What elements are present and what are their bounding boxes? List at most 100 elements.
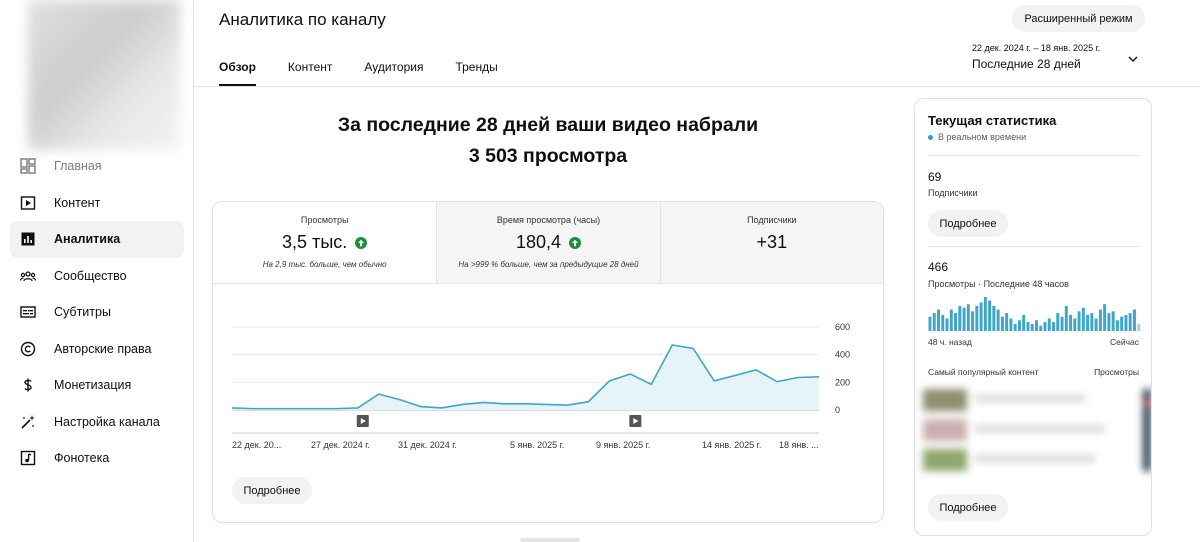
play-icon xyxy=(360,418,366,424)
metric-views[interactable]: Просмотры 3,5 тыс. На 2,9 тыс. больше, ч… xyxy=(213,202,437,283)
views-chart[interactable]: 600 400 200 0 22 дек. 20... 27 дек. 2024 г. 31… xyxy=(213,302,884,462)
x-tick-label: 27 дек. 2024 г. xyxy=(311,440,370,450)
realtime-card: Текущая статистика В реальном времени 69… xyxy=(914,98,1152,536)
divider xyxy=(928,155,1139,156)
realtime-bar xyxy=(937,309,940,331)
subtitles-icon xyxy=(19,303,37,321)
realtime-bar xyxy=(1124,314,1128,331)
views-area xyxy=(232,344,819,410)
sidebar-item-analytics[interactable]: Аналитика xyxy=(10,221,184,258)
overview-card: Просмотры 3,5 тыс. На 2,9 тыс. больше, ч… xyxy=(212,201,884,523)
date-range-text[interactable]: 22 дек. 2024 г. – 18 янв. 2025 г. xyxy=(972,43,1101,53)
x-tick-label: 31 дек. 2024 г. xyxy=(398,440,457,450)
sidebar-item-copyright[interactable]: Авторские права xyxy=(10,331,184,368)
x-tick-label: 9 янв. 2025 г. xyxy=(596,440,650,450)
realtime-bar xyxy=(1060,316,1064,331)
sidebar-item-label: Субтитры xyxy=(54,305,111,320)
sidebar-item-subtitles[interactable]: Субтитры xyxy=(10,294,184,331)
see-more-button[interactable]: Подробнее xyxy=(232,477,312,504)
sidebar-item-monetization[interactable]: Монетизация xyxy=(10,367,184,404)
page-title: Аналитика по каналу xyxy=(219,10,386,29)
sidebar-item-dashboard[interactable]: Главная xyxy=(10,148,184,185)
views-line xyxy=(231,344,820,410)
x-tick-label: 14 янв. 2025 г. xyxy=(702,440,761,450)
monetization-icon xyxy=(19,376,37,394)
chevron-down-icon[interactable] xyxy=(1126,52,1140,66)
date-period-label[interactable]: Последние 28 дней xyxy=(972,57,1081,71)
realtime-more-button[interactable]: Подробнее xyxy=(928,210,1008,237)
sidebar-item-label: Главная xyxy=(54,159,102,174)
metric-title: Время просмотра (часы) xyxy=(496,215,601,225)
realtime-bar xyxy=(1094,318,1098,331)
metric-value: 180,4 xyxy=(516,232,582,253)
realtime-bar xyxy=(928,316,932,331)
headline-text: За последние 28 дней ваши видео набрали xyxy=(337,114,759,136)
realtime-bar xyxy=(1009,318,1013,331)
headline-views: 3 503 просмотра xyxy=(468,145,628,167)
dashboard-icon xyxy=(19,157,37,175)
realtime-bar xyxy=(1090,313,1094,331)
realtime-bar xyxy=(1035,320,1038,331)
live-dot-icon xyxy=(928,134,933,140)
realtime-bar xyxy=(1030,323,1034,331)
scroll-hint xyxy=(520,538,580,542)
realtime-bar xyxy=(1013,323,1017,331)
community-icon xyxy=(19,267,37,285)
realtime-live-indicator: В реальном времени xyxy=(928,132,1026,142)
realtime-bar xyxy=(1077,311,1081,331)
sidebar-item-label: Сообщество xyxy=(54,268,127,283)
realtime-bar xyxy=(1026,322,1030,331)
realtime-bar xyxy=(1000,316,1004,331)
tab-bar: Обзор Контент Аудитория Тренды xyxy=(219,48,530,86)
realtime-bar xyxy=(1107,313,1111,331)
realtime-bar xyxy=(945,318,949,331)
realtime-bar xyxy=(1098,309,1102,331)
realtime-bar xyxy=(1022,314,1026,331)
sidebar-item-customization[interactable]: Настройка канала xyxy=(10,404,184,441)
sidebar-item-content[interactable]: Контент xyxy=(10,185,184,222)
realtime-bar-chart[interactable] xyxy=(928,295,1141,331)
x-tick-label: 18 янв. ... xyxy=(779,440,819,450)
realtime-bar xyxy=(1128,313,1132,331)
realtime-bar xyxy=(1137,323,1141,331)
realtime-bar xyxy=(966,304,970,331)
sidebar-item-label: Монетизация xyxy=(54,378,132,393)
metric-subscribers[interactable]: Подписчики +31 xyxy=(659,202,883,283)
realtime-bar xyxy=(996,309,1000,331)
realtime-bar xyxy=(1103,304,1107,331)
tab-audience[interactable]: Аудитория xyxy=(364,60,424,74)
realtime-bar xyxy=(1069,314,1073,331)
tab-trends[interactable]: Тренды xyxy=(455,60,498,74)
sidebar-item-label: Контент xyxy=(54,195,101,210)
sidebar-item-label: Настройка канала xyxy=(54,414,160,429)
realtime-bar xyxy=(1073,318,1077,331)
metric-value: +31 xyxy=(757,232,788,253)
realtime-bar xyxy=(1043,322,1047,331)
channel-avatar-blurred xyxy=(28,0,180,150)
play-icon xyxy=(633,418,639,424)
customization-icon xyxy=(19,413,37,431)
tab-overview[interactable]: Обзор xyxy=(219,48,256,86)
advanced-mode-button[interactable]: Расширенный режим xyxy=(1012,5,1145,32)
popular-more-button[interactable]: Подробнее xyxy=(928,494,1008,521)
realtime-subscribers-value: 69 xyxy=(928,170,942,184)
tab-content[interactable]: Контент xyxy=(287,60,333,74)
realtime-bar xyxy=(1052,322,1055,331)
metric-note: На >999 % больше, чем за предыдущие 28 д… xyxy=(458,260,639,269)
sidebar-item-label: Фонотека xyxy=(54,451,110,466)
sidebar: Главная Контент Аналитика Сообщество Суб… xyxy=(0,0,194,542)
popular-views-column: Просмотры xyxy=(1094,367,1139,377)
realtime-bar xyxy=(1111,311,1115,331)
y-tick-label: 200 xyxy=(835,377,850,387)
x-tick-label: 22 дек. 20... xyxy=(232,440,281,450)
metric-value: 3,5 тыс. xyxy=(282,232,368,253)
realtime-bar xyxy=(932,313,936,331)
popular-content-list-blurred xyxy=(923,389,1151,471)
sidebar-item-community[interactable]: Сообщество xyxy=(10,258,184,295)
metric-watch-time[interactable]: Время просмотра (часы) 180,4 На >999 % б… xyxy=(436,202,660,283)
trend-up-icon xyxy=(569,236,582,249)
popular-content-label: Самый популярный контент xyxy=(928,367,1039,377)
sidebar-item-audio-library[interactable]: Фонотека xyxy=(10,440,184,477)
sidebar-item-label: Авторские права xyxy=(54,341,152,356)
realtime-views-value: 466 xyxy=(928,260,949,274)
